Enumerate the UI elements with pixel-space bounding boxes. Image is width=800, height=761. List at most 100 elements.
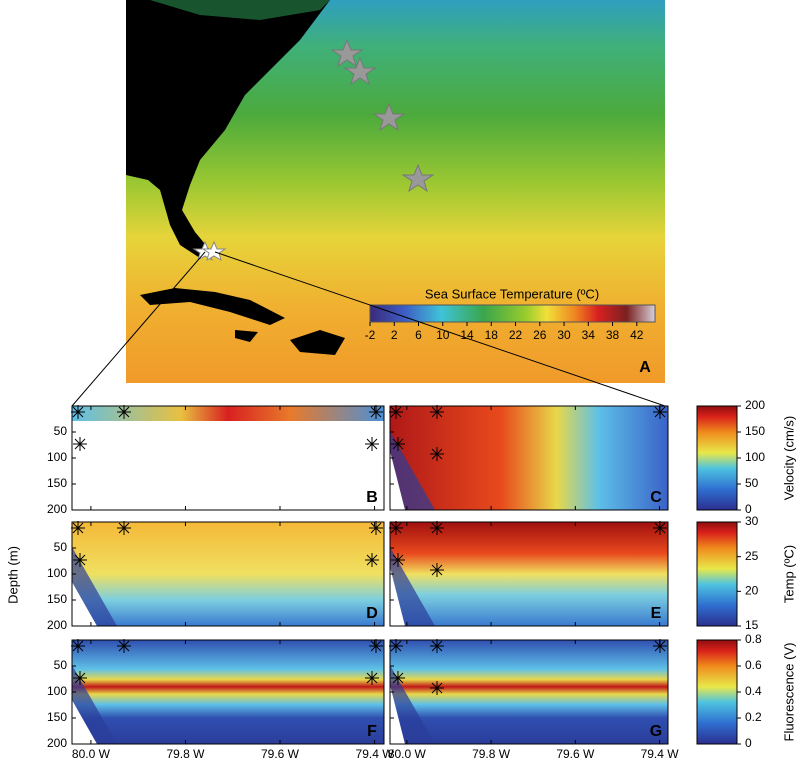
colorbar-tick-label: 100: [745, 450, 765, 464]
colorbar-tick-label: 50: [745, 476, 759, 490]
colorbar-tick-label: 10: [436, 328, 450, 342]
station-marker: [74, 672, 86, 684]
station-marker: [72, 640, 84, 652]
seafloor: [390, 567, 405, 626]
seafloor: [390, 451, 405, 510]
colorbar-title: Temp (ºC): [781, 545, 796, 603]
bathymetry: [390, 547, 435, 626]
field: [72, 640, 384, 744]
colorbar-tick-label: 0: [745, 502, 752, 516]
colorbar-tick-label: 150: [745, 424, 765, 438]
colorbar-tick-label: 0.8: [745, 632, 762, 646]
station-marker: [366, 554, 378, 566]
y-tick-label: 200: [47, 502, 67, 516]
x-tick-label: 79.4 W: [356, 747, 395, 761]
colorbar-tick-label: 18: [485, 328, 499, 342]
colorbar-tick-label: 42: [630, 328, 644, 342]
panel-label: F: [367, 723, 377, 740]
colorbar-tick-label: 30: [557, 328, 571, 342]
panel-label: E: [651, 605, 662, 622]
station-marker: [654, 640, 666, 652]
colorbar-tick-label: 2: [391, 328, 398, 342]
field: [72, 522, 384, 626]
station-marker: [390, 406, 402, 418]
map: [71, 0, 666, 407]
bathymetry: [390, 665, 435, 744]
colorbar-tick-label: -2: [365, 328, 376, 342]
station-marker: [118, 406, 130, 418]
field: [390, 522, 668, 626]
station-marker: [431, 448, 443, 460]
x-tick-label: 79.6 W: [261, 747, 300, 761]
station-marker: [431, 564, 443, 576]
x-tick-label: 79.8 W: [166, 747, 205, 761]
colorbar: [696, 639, 738, 745]
colorbar-title: Fluorescence (V): [781, 643, 796, 742]
station-marker: [390, 640, 402, 652]
station-marker: [431, 522, 443, 534]
y-axis-title: Depth (m): [5, 546, 20, 604]
colorbar-tick-label: 38: [606, 328, 620, 342]
colorbar-tick-label: 26: [533, 328, 547, 342]
colorbar-tick-label: 30: [745, 514, 759, 528]
station-marker: [366, 438, 378, 450]
colorbar: [696, 521, 738, 627]
colorbar-tick-label: 0.4: [745, 684, 762, 698]
colorbar-title: Sea Surface Temperature (ºC): [425, 286, 599, 301]
y-tick-label: 150: [47, 592, 67, 606]
station-marker: [366, 672, 378, 684]
y-tick-label: 50: [54, 424, 68, 438]
station-marker: [392, 672, 404, 684]
seafloor: [390, 685, 405, 744]
panel-label: C: [650, 489, 662, 506]
colorbar-tick-label: 0.2: [745, 710, 762, 724]
panel-background: [72, 406, 384, 510]
y-tick-label: 150: [47, 710, 67, 724]
panel-label: B: [366, 489, 378, 506]
station-marker: [74, 554, 86, 566]
station-marker: [370, 406, 382, 418]
y-tick-label: 50: [54, 658, 68, 672]
station-marker: [654, 522, 666, 534]
station-marker: [431, 682, 443, 694]
station-marker: [392, 438, 404, 450]
colorbar-tick-label: 14: [460, 328, 474, 342]
station-marker: [118, 522, 130, 534]
bathymetry: [390, 431, 435, 510]
station-marker: [72, 522, 84, 534]
field: [390, 640, 668, 744]
colorbar-tick-label: 25: [745, 549, 759, 563]
x-tick-label: 79.6 W: [556, 747, 595, 761]
station-marker: [370, 522, 382, 534]
colorbar-title: Velocity (cm/s): [781, 416, 796, 501]
station-marker: [390, 522, 402, 534]
station-marker: [118, 640, 130, 652]
seafloor: [72, 700, 97, 744]
station-marker: [392, 554, 404, 566]
station-marker: [654, 406, 666, 418]
colorbar: [696, 405, 738, 511]
panel-label: D: [366, 605, 378, 622]
station-marker: [74, 438, 86, 450]
field: [390, 406, 668, 510]
station-marker: [72, 406, 84, 418]
seafloor: [72, 582, 97, 626]
colorbar-tick-label: 22: [509, 328, 523, 342]
colorbar-tick-label: 0.6: [745, 658, 762, 672]
colorbar-tick-label: 6: [415, 328, 422, 342]
y-tick-label: 100: [47, 566, 67, 580]
station-marker: [431, 406, 443, 418]
colorbar-tick-label: 15: [745, 618, 759, 632]
y-tick-label: 100: [47, 450, 67, 464]
colorbar-tick-label: 20: [745, 584, 759, 598]
velocity-field: [72, 406, 384, 421]
x-tick-label: 79.4 W: [641, 747, 680, 761]
colorbar-tick-label: 34: [582, 328, 596, 342]
y-tick-label: 100: [47, 684, 67, 698]
panel-label: G: [650, 723, 662, 740]
y-tick-label: 50: [54, 540, 68, 554]
station-marker: [431, 640, 443, 652]
y-tick-label: 150: [47, 476, 67, 490]
colorbar-tick-label: 0: [745, 736, 752, 750]
